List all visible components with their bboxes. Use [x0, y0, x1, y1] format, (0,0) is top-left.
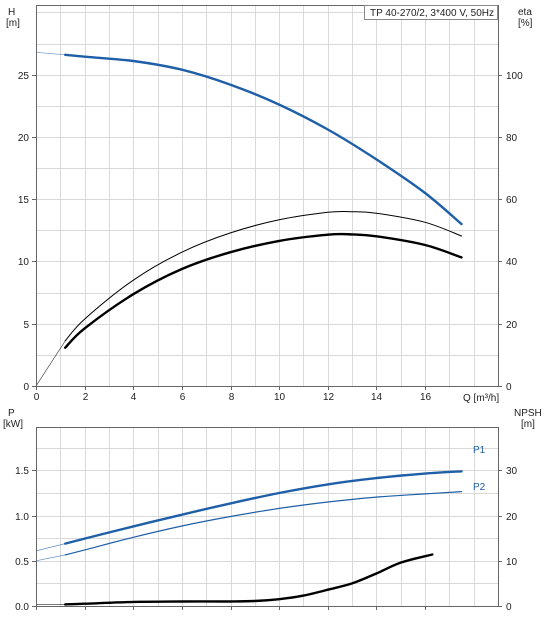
chart-title-box: [364, 5, 498, 20]
right-axis-tick-label: 40: [506, 257, 518, 268]
upper-right-axis-label: eta: [518, 7, 532, 18]
left-axis-tick-label: 1.5: [15, 466, 29, 477]
left-axis-tick-label: 20: [18, 133, 30, 144]
x-axis-tick-label: 2: [83, 392, 89, 403]
series-curve-p1-s2: [64, 553, 434, 606]
x-axis-tick-label: 8: [229, 392, 235, 403]
x-axis-tick-label: 16: [420, 392, 432, 403]
right-axis-tick-label: 0: [506, 382, 512, 393]
lower-right-axis-unit: [m]: [521, 419, 535, 430]
right-axis-tick-label: 30: [506, 466, 518, 477]
x-axis-tick-label: 14: [371, 392, 383, 403]
curve-lead-in: [35, 51, 66, 56]
x-axis-tick-label: 0: [34, 392, 40, 403]
series-curve-p1: [64, 470, 463, 545]
series-label-p1: P1: [473, 445, 486, 456]
right-axis-tick-label: 80: [506, 133, 518, 144]
left-axis-tick-label: 15: [18, 195, 30, 206]
series-curve-p0-s0: [64, 53, 463, 226]
right-axis-tick-label: 10: [506, 557, 518, 568]
upper-right-axis-unit: [%]: [518, 18, 533, 29]
upper-left-axis-label: H: [8, 7, 15, 18]
curve-lead-in: [35, 340, 66, 387]
x-axis-tick-label: 6: [180, 392, 186, 403]
series-curve-p2: [64, 491, 463, 556]
series-curve-p0-s1: [64, 210, 462, 342]
label-layer: TP 40-270/2, 3*400 V, 50Hz H [m] eta [%]…: [3, 5, 542, 493]
right-axis-tick-label: 60: [506, 195, 518, 206]
x-axis-tick-label: 10: [274, 392, 286, 403]
left-axis-tick-label: 25: [18, 71, 30, 82]
upper-plot-frame: [36, 5, 499, 387]
right-axis-tick-label: 20: [506, 320, 518, 331]
x-axis-tick-label: 12: [323, 392, 335, 403]
curves-layer: [35, 51, 463, 606]
chart-title: TP 40-270/2, 3*400 V, 50Hz: [370, 8, 494, 19]
x-axis-unit-label: Q [m³/h]: [463, 393, 499, 404]
left-axis-tick-label: 10: [18, 257, 30, 268]
lower-right-axis-label: NPSH: [514, 408, 542, 419]
upper-left-axis-unit: [m]: [6, 18, 20, 29]
left-axis-tick-label: 5: [23, 320, 29, 331]
series-label-p2: P2: [473, 482, 486, 493]
left-axis-tick-label: 0.0: [15, 602, 29, 613]
right-axis-tick-label: 20: [506, 512, 518, 523]
curve-lead-in: [35, 554, 66, 562]
left-axis-tick-label: 1.0: [15, 512, 29, 523]
grid-layer: [36, 5, 498, 606]
left-axis-tick-label: 0.5: [15, 557, 29, 568]
left-axis-tick-label: 0: [23, 382, 29, 393]
lower-left-axis-label: P: [8, 408, 15, 419]
right-axis-tick-label: 100: [506, 71, 523, 82]
x-axis-tick-label: 4: [131, 392, 137, 403]
series-curve-p0-s2: [64, 232, 463, 349]
lower-left-axis-unit: [kW]: [3, 419, 23, 430]
right-axis-tick-label: 0: [506, 602, 512, 613]
curve-lead-in: [35, 543, 66, 552]
